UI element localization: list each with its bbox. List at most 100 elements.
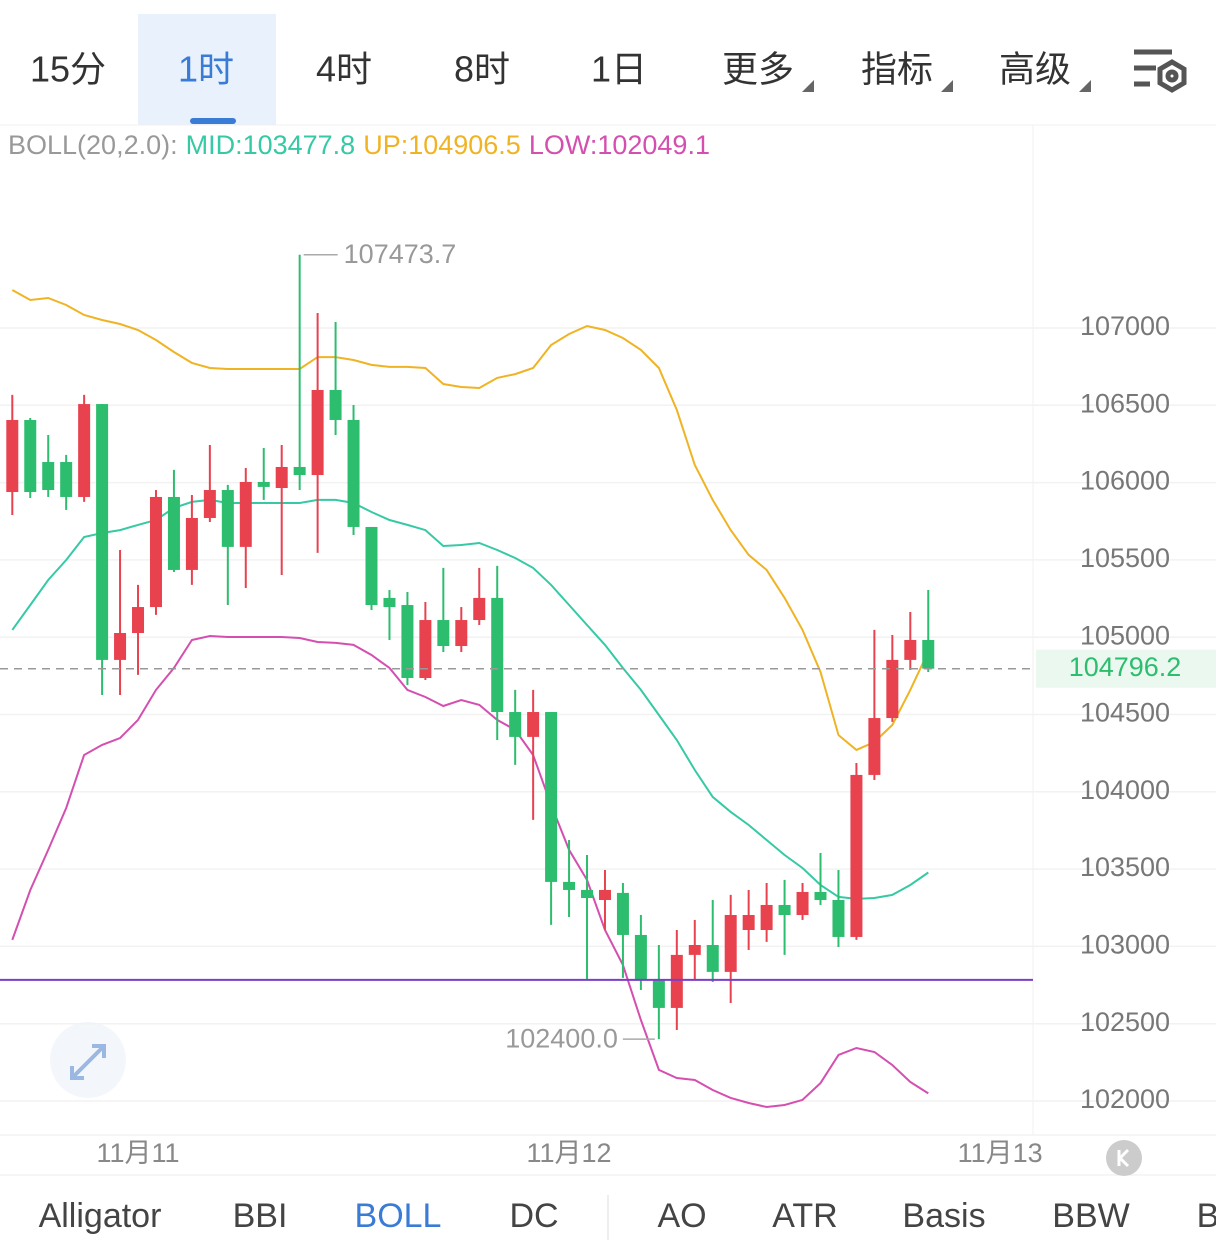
high-label: 107473.7 [344,239,457,269]
candle-body [257,481,270,487]
legend-title: BOLL(20,2.0): [8,130,178,160]
legend-item: LOW:102049.1 [529,130,710,160]
candle-body [78,404,91,497]
y-tick-label: 103500 [1080,852,1170,882]
x-tick-label: 11月11 [96,1138,179,1168]
candle-body [545,712,558,882]
candle-body [221,490,234,547]
active-tab-bg [138,14,276,125]
candle-body [473,597,486,621]
menu-caret [802,80,814,92]
candle-body [239,481,252,547]
candle-body [60,462,73,497]
candle-body [42,462,55,491]
candle-body [455,620,468,647]
icon-gear [1157,59,1187,93]
reset-bg [1106,1140,1142,1176]
timeframe-tab[interactable]: 1时 [178,49,234,90]
y-tick-label: 105000 [1080,620,1170,650]
candle-body [96,404,109,660]
candle-body [401,605,414,679]
candle-body [670,954,683,1008]
y-tick-label: 106000 [1080,466,1170,496]
indicator-tab[interactable]: BBW [1052,1197,1129,1235]
timeframe-tab[interactable]: 15分 [30,49,106,90]
candle-body [688,944,701,955]
timeframe-tab[interactable]: 4时 [316,49,372,90]
band-line [11,498,929,900]
timeframe-tab[interactable]: 8时 [454,49,510,90]
active-tab-indicator [190,118,236,124]
candle-body [114,633,127,660]
candle-body [904,639,917,660]
timeframe-tab[interactable]: 更多 [722,49,794,90]
expand-button[interactable] [50,1022,126,1098]
candle-body [796,891,809,916]
band-line [11,289,930,752]
candle-body [132,607,145,634]
y-tick-label: 107000 [1080,311,1170,341]
candle-body [149,496,162,608]
candle-body [724,915,737,972]
menu-caret [1079,80,1091,92]
candle-body [203,490,216,518]
indicator-tab[interactable]: ATR [772,1197,837,1235]
x-tick-label: 11月13 [958,1138,1043,1168]
legend-item: MID:103477.8 [186,130,356,160]
candle-body [329,389,342,420]
candle-body [24,419,37,493]
candle-body [491,597,504,713]
candle-body [185,517,198,570]
band-line [11,634,929,1109]
timeframe-tab[interactable]: 指标 [861,49,933,90]
timeframe-tab[interactable]: 高级 [999,49,1071,90]
candle-body [886,659,899,719]
candle-body [293,466,306,476]
candle-body [742,915,755,931]
x-tick-label: 11月12 [527,1138,612,1168]
candle-body [814,891,827,901]
candle-body [850,774,863,937]
indicator-tab[interactable]: DC [509,1197,558,1235]
y-tick-label: 104000 [1080,775,1170,805]
candle-body [832,900,845,937]
indicator-tab[interactable]: AO [657,1197,706,1235]
y-tick-label: 106500 [1080,388,1170,418]
candle-body [527,712,540,737]
candle-body [365,526,378,606]
candle-body [598,889,611,901]
candle-body [778,904,791,916]
y-tick-label: 104500 [1080,698,1170,728]
indicator-tab[interactable]: Basis [902,1197,985,1235]
candle-body [419,620,432,679]
reset-button[interactable] [1106,1140,1142,1176]
candle-body [652,979,665,1008]
low-label: 102400.0 [505,1023,618,1053]
expand-icon [70,1044,106,1080]
y-tick-label: 103000 [1080,930,1170,960]
timeframe-tab[interactable]: 1日 [591,49,647,90]
candle-body [616,892,629,935]
candle-body [706,944,719,972]
candle-body [760,904,773,931]
indicator-tab[interactable]: Alligator [39,1197,162,1235]
settings-icon[interactable] [1134,49,1187,93]
y-tick-label: 102500 [1080,1007,1170,1037]
candle-body [922,639,935,669]
indicator-tab[interactable]: BBI [233,1197,288,1235]
candle-body [634,934,647,980]
candle-body [167,496,180,570]
icon-gear-hole [1165,69,1179,83]
legend-item: UP:104906.5 [363,130,521,160]
y-tick-label: 102000 [1080,1084,1170,1114]
candle-body [581,889,594,898]
candle-body [383,597,396,608]
candle-body [437,620,450,647]
indicator-tab[interactable]: B [1197,1197,1216,1235]
y-tick-label: 105500 [1080,543,1170,573]
indicator-tab[interactable]: BOLL [355,1197,442,1235]
last-price-box [1036,649,1216,688]
candle-body [275,466,288,489]
